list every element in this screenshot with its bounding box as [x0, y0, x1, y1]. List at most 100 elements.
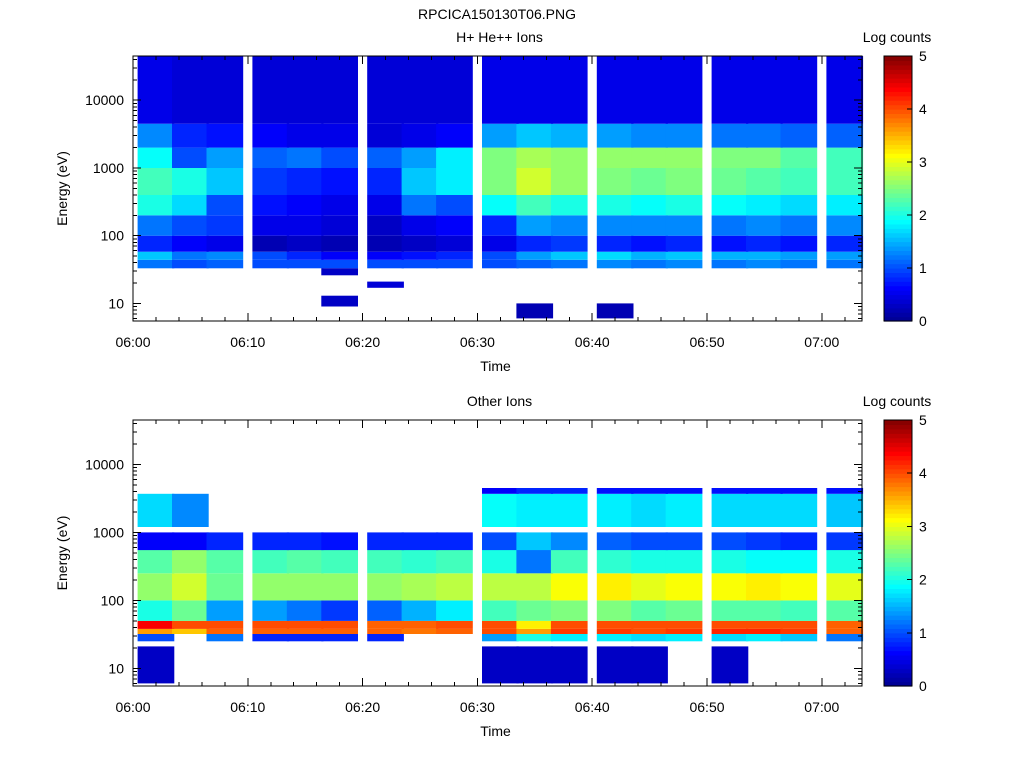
- colorbar-swatch: [884, 259, 912, 265]
- heatmap-cell: [172, 168, 209, 195]
- colorbar-swatch: [884, 166, 912, 172]
- heatmap-cell: [516, 259, 554, 269]
- heatmap-cell: [516, 646, 554, 684]
- colorbar-tick-label: 0: [919, 678, 927, 694]
- heatmap-cell: [367, 215, 404, 236]
- heatmap-cell: [137, 194, 175, 216]
- colorbar-swatch: [884, 170, 912, 176]
- heatmap-cell: [631, 600, 668, 621]
- colorbar-swatch: [884, 659, 912, 665]
- heatmap-cell: [746, 532, 783, 551]
- colorbar-swatch: [884, 561, 912, 567]
- heatmap-cell: [516, 600, 554, 621]
- colorbar-swatch: [884, 69, 912, 75]
- heatmap-cell: [665, 259, 703, 269]
- colorbar-swatch: [884, 681, 912, 687]
- colorbar-tick-label: 1: [919, 625, 927, 641]
- heatmap-cell: [137, 259, 175, 269]
- heatmap-cell: [550, 215, 588, 236]
- heatmap-cell: [516, 573, 554, 601]
- heatmap-cell: [746, 620, 783, 629]
- heatmap-cell: [596, 147, 634, 168]
- heatmap-cell: [746, 251, 783, 260]
- y-tick-label: 1000: [93, 524, 124, 540]
- colorbar-swatch: [884, 619, 912, 625]
- heatmap-cell: [137, 147, 175, 168]
- colorbar-swatch: [884, 139, 912, 145]
- colorbar-swatch: [884, 539, 912, 545]
- heatmap-cell: [746, 215, 783, 236]
- colorbar-swatch: [884, 281, 912, 287]
- heatmap-cell: [286, 194, 324, 216]
- heatmap-cell: [482, 194, 519, 216]
- heatmap-cell: [286, 147, 324, 168]
- colorbar-swatch: [884, 663, 912, 669]
- heatmap-cell: [172, 235, 209, 252]
- colorbar-tick-label: 3: [919, 518, 927, 534]
- heatmap-cell: [367, 532, 404, 551]
- heatmap-cell: [321, 56, 358, 124]
- heatmap-cell: [367, 147, 404, 168]
- heatmap-cell: [206, 168, 244, 195]
- heatmap-cell: [252, 634, 290, 642]
- heatmap-cell: [711, 251, 749, 260]
- colorbar-swatch: [884, 254, 912, 260]
- y-tick-label: 1000: [93, 160, 124, 176]
- heatmap-cell: [401, 194, 439, 216]
- heatmap-cell: [401, 235, 439, 252]
- heatmap-cell: [367, 123, 404, 148]
- heatmap-cell: [172, 251, 209, 260]
- colorbar-tick-label: 4: [919, 465, 927, 481]
- heatmap-cell: [172, 147, 209, 168]
- heatmap-cell: [550, 532, 588, 551]
- heatmap-cell: [596, 550, 634, 574]
- heatmap-cell: [436, 235, 473, 252]
- heatmap-cell: [436, 56, 473, 124]
- heatmap-cell: [206, 251, 244, 260]
- heatmap-cell: [137, 634, 175, 642]
- heatmap-cell: [367, 634, 404, 642]
- heatmap-cell: [665, 628, 703, 634]
- heatmap-cell: [401, 600, 439, 621]
- colorbar-swatch: [884, 232, 912, 238]
- heatmap-cell: [401, 620, 439, 629]
- colorbar-swatch: [884, 95, 912, 101]
- heatmap-cell: [826, 573, 864, 601]
- heatmap-cell: [711, 123, 749, 148]
- y-tick-label: 10: [108, 295, 124, 311]
- heatmap-cell: [746, 628, 783, 634]
- heatmap-cell: [550, 194, 588, 216]
- colorbar-frame: [883, 419, 913, 687]
- heatmap-cell: [206, 56, 244, 124]
- heatmap-cell: [780, 215, 818, 236]
- heatmap-cell: [516, 303, 554, 319]
- heatmap-cell: [596, 168, 634, 195]
- heatmap-cell: [631, 532, 668, 551]
- heatmap-cell: [665, 600, 703, 621]
- colorbar-swatch: [884, 623, 912, 629]
- colorbar-tick-label: 5: [919, 412, 927, 428]
- heatmap-cell: [172, 550, 209, 574]
- colorbar-swatch: [884, 504, 912, 510]
- heatmap-cell: [321, 168, 358, 195]
- heatmap-cell: [516, 488, 554, 494]
- panel-title: Other Ions: [467, 393, 532, 409]
- heatmap-cell: [516, 147, 554, 168]
- heatmap-cell: [596, 620, 634, 629]
- heatmap-cell: [321, 268, 358, 276]
- y-tick-label: 10000: [85, 456, 124, 472]
- heatmap-cell: [826, 532, 864, 551]
- colorbar-swatch: [884, 641, 912, 647]
- heatmap-cell: [172, 600, 209, 621]
- heatmap-cells: [137, 56, 864, 319]
- heatmap-cell: [482, 215, 519, 236]
- heatmap-cell: [780, 620, 818, 629]
- heatmap-cell: [596, 493, 634, 527]
- heatmap-cell: [321, 215, 358, 236]
- heatmap-cell: [367, 194, 404, 216]
- x-tick-label: 06:30: [460, 699, 495, 715]
- colorbar-swatch: [884, 82, 912, 88]
- heatmap-cell: [252, 628, 290, 634]
- heatmap-cell: [286, 550, 324, 574]
- heatmap-cell: [206, 215, 244, 236]
